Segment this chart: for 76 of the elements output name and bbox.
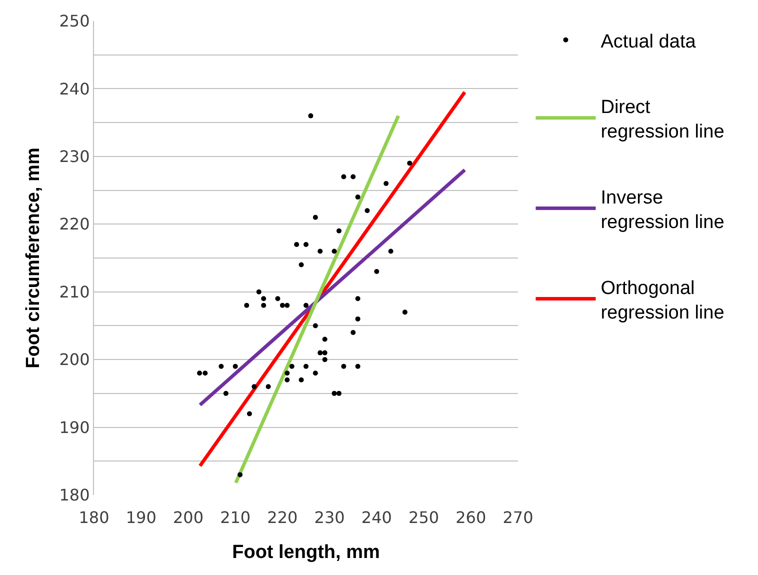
point bbox=[298, 377, 304, 382]
point bbox=[402, 310, 408, 315]
point bbox=[322, 357, 328, 362]
y-tick-label: 200 bbox=[59, 350, 90, 370]
point bbox=[261, 296, 266, 302]
point bbox=[332, 248, 337, 254]
point bbox=[244, 302, 250, 308]
point bbox=[252, 384, 257, 390]
point bbox=[355, 364, 360, 369]
point bbox=[308, 113, 314, 118]
point bbox=[332, 390, 337, 396]
point bbox=[355, 194, 360, 200]
point bbox=[388, 248, 394, 254]
x-axis-title: Foot length, mm bbox=[232, 542, 380, 563]
y-axis-title: Foot circumference, mm bbox=[23, 148, 44, 368]
point bbox=[289, 364, 294, 369]
point bbox=[246, 411, 252, 416]
x-tick-label: 260 bbox=[456, 508, 486, 528]
x-tick-label: 180 bbox=[78, 508, 110, 528]
point bbox=[341, 174, 346, 180]
point bbox=[304, 242, 308, 247]
point bbox=[294, 242, 300, 247]
point bbox=[318, 248, 323, 254]
point bbox=[304, 302, 308, 308]
point bbox=[341, 364, 346, 369]
point bbox=[336, 390, 342, 396]
legend-label: Actual data bbox=[600, 31, 696, 52]
point bbox=[322, 350, 328, 356]
point bbox=[223, 390, 228, 396]
y-tick-label: 230 bbox=[59, 147, 90, 166]
point bbox=[256, 289, 262, 294]
point bbox=[350, 174, 356, 180]
point bbox=[364, 208, 370, 214]
y-tick-label: 250 bbox=[59, 12, 90, 31]
point bbox=[384, 181, 389, 186]
x-tick-label: 200 bbox=[172, 508, 204, 528]
x-tick-label: 210 bbox=[220, 508, 251, 528]
y-tick-label: 180 bbox=[59, 486, 90, 505]
point bbox=[218, 364, 224, 369]
point bbox=[238, 472, 243, 478]
y-tick-label: 220 bbox=[59, 214, 90, 234]
point bbox=[350, 330, 356, 335]
point bbox=[266, 384, 271, 390]
point bbox=[298, 262, 304, 268]
point bbox=[261, 302, 266, 308]
x-tick-label: 220 bbox=[267, 508, 298, 528]
point bbox=[336, 228, 342, 234]
point bbox=[407, 160, 412, 166]
point bbox=[284, 302, 290, 308]
point bbox=[322, 336, 328, 342]
point bbox=[202, 370, 208, 376]
legend-label: Direct regression line bbox=[600, 96, 724, 143]
point bbox=[275, 296, 280, 302]
y-tick-label: 210 bbox=[59, 282, 90, 302]
x-tick-label: 230 bbox=[314, 508, 345, 528]
legend-label: Inverse regression line bbox=[600, 187, 724, 234]
point bbox=[284, 370, 290, 376]
point bbox=[318, 350, 323, 356]
point bbox=[355, 296, 360, 302]
point bbox=[197, 370, 202, 376]
point bbox=[280, 302, 285, 308]
y-tick-label: 240 bbox=[59, 79, 90, 98]
x-tick-label: 250 bbox=[408, 508, 440, 528]
point bbox=[312, 323, 318, 328]
y-tick-label: 190 bbox=[59, 418, 90, 437]
point bbox=[355, 316, 360, 322]
x-tick-label: 270 bbox=[502, 508, 534, 528]
point bbox=[312, 370, 318, 376]
legend-label: Orthogonal regression line bbox=[600, 278, 724, 324]
point bbox=[232, 364, 238, 369]
point bbox=[304, 364, 308, 369]
point bbox=[312, 214, 318, 220]
point bbox=[284, 377, 290, 382]
x-tick-label: 190 bbox=[126, 508, 156, 528]
point bbox=[374, 269, 380, 274]
x-tick-label: 240 bbox=[361, 508, 392, 528]
